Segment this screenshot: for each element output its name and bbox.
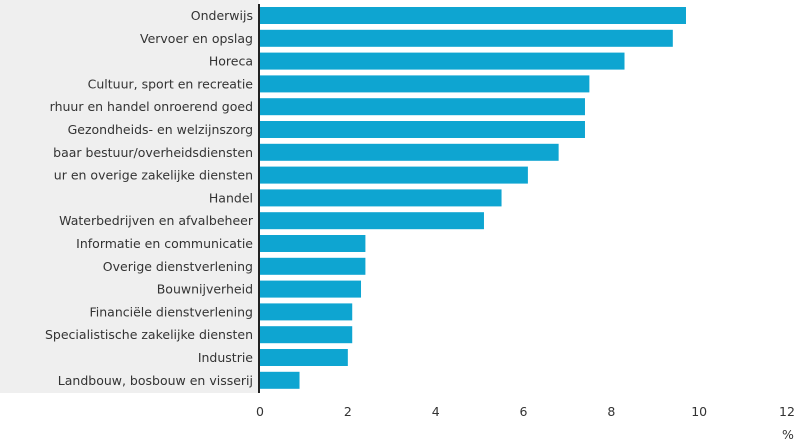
bar-1 [260,29,673,47]
category-label-0: Onderwijs [191,8,253,23]
bar-6 [260,143,559,161]
category-label-13: Financiële dienstverlening [89,304,253,319]
bar-10 [260,235,366,252]
x-tick-label-6: 12 [779,404,795,419]
bar-7 [260,166,528,184]
bar-0 [260,7,686,24]
x-tick-label-0: 0 [256,404,264,419]
category-label-10: Informatie en communicatie [76,236,253,251]
bar-14 [260,326,353,344]
bar-9 [260,212,484,230]
category-label-4: rhuur en handel onroerend goed [50,99,253,114]
x-tick-label-1: 2 [344,404,352,419]
bar-11 [260,257,366,275]
x-tick-label-5: 10 [691,404,707,419]
category-label-11: Overige dienstverlening [103,259,253,274]
x-tick-label-3: 6 [520,404,528,419]
bar-3 [260,75,590,93]
category-label-2: Horeca [209,54,253,69]
bar-16 [260,371,300,389]
bar-4 [260,98,585,116]
category-label-12: Bouwnijverheid [157,282,253,297]
x-axis-unit-label: % [782,427,794,442]
category-label-9: Waterbedrijven en afvalbeheer [59,213,254,228]
category-label-5: Gezondheids- en welzijnszorg [68,122,253,137]
label-band [0,0,259,393]
x-tick-label-4: 8 [607,404,615,419]
category-label-16: Landbouw, bosbouw en visserij [58,373,253,388]
category-label-7: ur en overige zakelijke diensten [54,168,253,183]
bars-group [260,7,686,389]
bar-5 [260,121,585,138]
category-labels: Onderwijs Vervoer en opslag Horeca Cultuur,… [45,8,254,388]
category-label-3: Cultuur, sport en recreatie [88,76,254,91]
category-label-15: Industrie [198,350,253,365]
bar-12 [260,280,362,298]
bar-15 [260,349,348,366]
x-tick-label-2: 4 [432,404,440,419]
bar-8 [260,189,502,207]
bar-2 [260,52,625,70]
category-label-6: baar bestuur/overheidsdiensten [53,145,253,160]
x-tick-labels: 0 2 4 6 8 10 12 [256,404,795,419]
bar-13 [260,303,353,321]
category-label-8: Handel [209,190,253,205]
category-label-14: Specialistische zakelijke diensten [45,327,253,342]
category-label-1: Vervoer en opslag [140,31,253,46]
